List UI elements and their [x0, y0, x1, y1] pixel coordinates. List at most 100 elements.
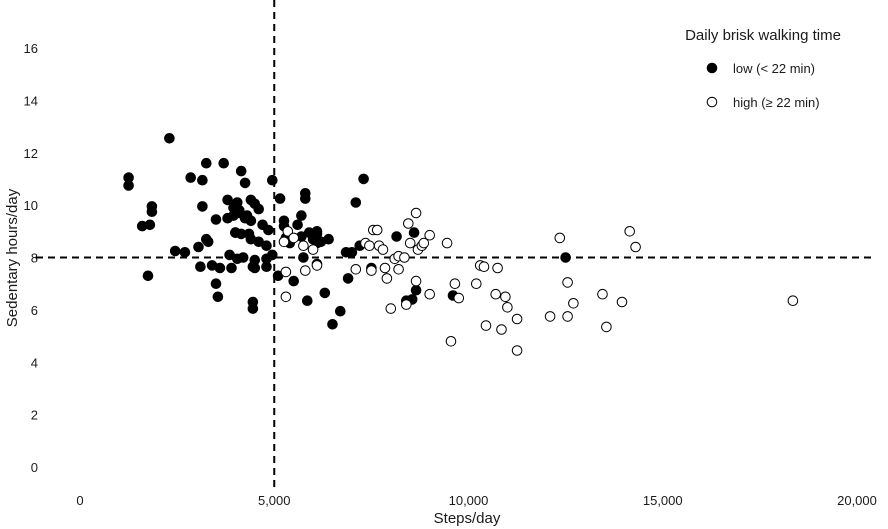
point-high: [597, 288, 608, 300]
point-low: [197, 201, 208, 212]
point-low: [179, 247, 191, 258]
reference-lines: [36, 0, 876, 490]
point-high: [449, 278, 461, 290]
y-tick-label: 16: [24, 41, 38, 56]
point-low: [201, 157, 212, 169]
point-high: [492, 262, 503, 274]
point-low: [267, 174, 278, 186]
point-high: [401, 299, 412, 310]
x-axis-ticks: 0 5,000 10,000 15,000 20,000: [76, 493, 877, 508]
y-tick-label: 4: [31, 355, 38, 370]
legend-marker-high: [706, 96, 718, 108]
point-high: [562, 311, 573, 322]
point-low: [323, 233, 334, 245]
point-high: [445, 336, 457, 347]
point-low: [298, 252, 309, 263]
point-low: [302, 295, 313, 307]
point-low: [292, 219, 303, 231]
point-high: [393, 264, 404, 275]
y-tick-label: 6: [31, 303, 38, 318]
point-high: [300, 265, 311, 276]
legend-label-high: high (≥ 22 min): [733, 95, 820, 110]
point-low: [164, 133, 175, 144]
point-high: [562, 277, 573, 288]
point-high: [500, 291, 511, 303]
point-high: [288, 232, 300, 244]
point-low: [267, 249, 278, 261]
point-high: [511, 345, 523, 356]
point-low: [296, 210, 307, 221]
point-low: [144, 219, 156, 231]
legend-title: Daily brisk walking time: [685, 27, 841, 44]
point-low: [222, 194, 233, 206]
point-low: [358, 173, 369, 185]
point-low: [410, 284, 422, 296]
x-tick-label: 20,000: [837, 493, 877, 508]
point-low: [300, 188, 311, 199]
point-high: [424, 229, 436, 241]
y-tick-label: 12: [24, 146, 38, 161]
y-tick-label: 8: [31, 251, 38, 266]
point-low: [263, 224, 274, 236]
point-low: [274, 193, 286, 204]
point-low: [245, 215, 257, 227]
point-high: [307, 244, 319, 255]
x-tick-label: 0: [76, 493, 83, 508]
point-high: [787, 295, 799, 307]
x-axis-label: Steps/day: [434, 510, 501, 527]
point-high: [480, 320, 492, 331]
point-low: [235, 165, 247, 177]
point-high: [410, 207, 422, 219]
point-high: [298, 240, 309, 251]
point-low: [214, 262, 226, 274]
point-low: [335, 305, 346, 317]
point-high: [410, 275, 422, 287]
point-high: [404, 237, 416, 249]
point-high: [601, 321, 612, 333]
point-low: [560, 252, 571, 263]
point-low: [197, 174, 208, 186]
point-high: [568, 298, 579, 309]
point-low: [408, 227, 420, 238]
point-high: [350, 264, 362, 275]
point-high: [364, 240, 375, 251]
y-tick-label: 0: [31, 460, 38, 475]
point-high: [544, 311, 556, 322]
point-high: [502, 302, 513, 313]
point-high: [377, 244, 389, 255]
point-high: [471, 278, 482, 290]
point-high: [554, 232, 566, 244]
point-high: [418, 237, 430, 249]
legend-label-low: low (< 22 min): [733, 61, 815, 76]
point-low: [342, 273, 354, 284]
point-high: [403, 218, 414, 229]
point-high: [379, 262, 391, 274]
point-low: [261, 240, 272, 251]
point-high: [424, 288, 436, 300]
point-low: [123, 180, 134, 191]
point-high: [366, 265, 377, 276]
point-low: [391, 231, 402, 242]
point-low: [193, 241, 204, 253]
point-high: [371, 224, 383, 236]
point-high: [478, 261, 490, 273]
y-tick-label: 14: [24, 93, 38, 108]
y-tick-label: 10: [24, 198, 38, 213]
x-tick-label: 10,000: [449, 493, 489, 508]
point-low: [226, 262, 237, 274]
point-low: [210, 278, 222, 290]
y-axis-ticks: 0 2 4 6 8 10 12 14 16: [24, 41, 38, 475]
y-tick-label: 2: [31, 408, 38, 423]
point-high: [441, 237, 453, 249]
legend-marker-low: [706, 62, 718, 74]
point-high: [280, 266, 292, 278]
point-high: [385, 303, 397, 314]
point-low: [239, 177, 251, 189]
point-low: [346, 247, 358, 258]
point-high: [282, 226, 294, 237]
x-tick-label: 5,000: [258, 493, 291, 508]
data-points: [123, 133, 799, 356]
point-low: [327, 319, 338, 330]
point-high: [381, 273, 393, 284]
point-high: [399, 252, 410, 263]
